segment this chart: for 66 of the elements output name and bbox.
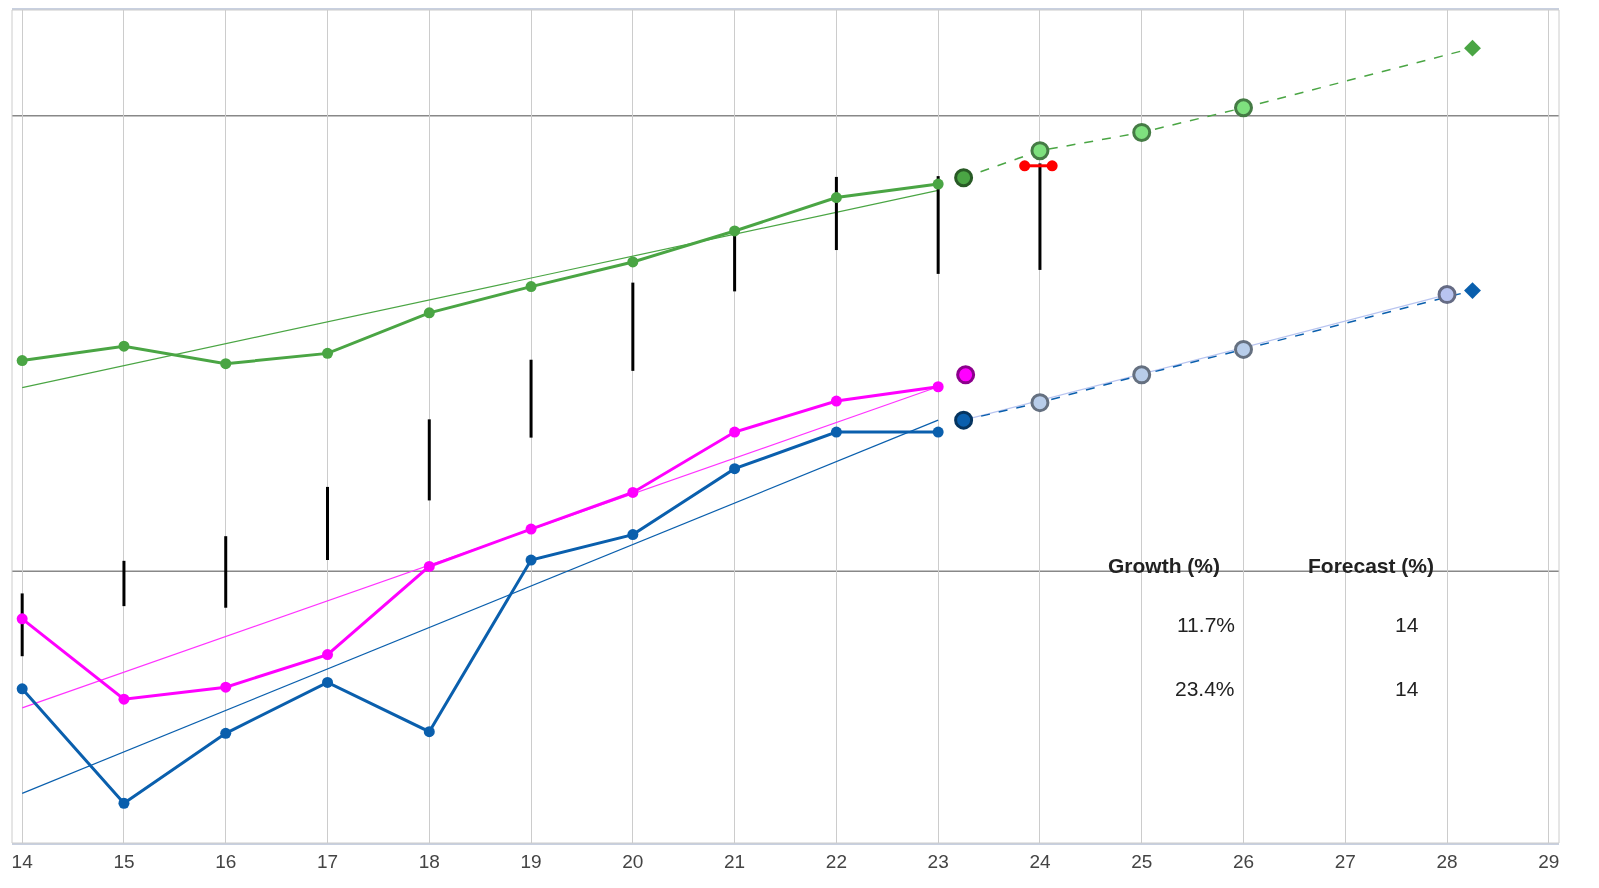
point [729,426,741,438]
point [1030,141,1050,161]
x-tick-label: 23 [927,850,949,872]
x-tick-label: 26 [1232,850,1255,872]
point [16,683,28,695]
point [16,613,28,625]
x-tick-label: 14 [11,850,34,872]
point [118,693,130,705]
point [830,395,842,407]
point [954,410,974,430]
point [525,523,537,535]
annotation: Growth (%) [1108,554,1220,577]
point [423,726,435,738]
point [830,426,842,438]
point [830,192,842,204]
point [1132,365,1152,385]
x-tick-label: 18 [418,850,440,872]
point [627,256,639,268]
point [16,355,28,367]
point [220,358,232,370]
point [729,225,741,237]
point [525,281,537,293]
point [220,681,232,693]
x-tick-label: 20 [622,850,644,872]
x-tick-label: 21 [724,850,746,872]
point [322,347,334,359]
point [118,340,130,352]
point [322,676,334,688]
annotation: 11.7% [1177,613,1235,636]
x-tick-label: 15 [113,850,135,872]
annotation: 14 [1395,677,1419,700]
point [423,307,435,319]
point [1046,160,1058,172]
annotation: 14 [1395,613,1419,636]
x-tick-label: 27 [1334,850,1356,872]
point [932,426,944,438]
x-tick-label: 22 [825,850,847,872]
x-tick-label: 25 [1131,850,1153,872]
point [627,486,639,498]
point [1234,339,1253,359]
point [525,554,537,566]
point [423,560,435,572]
point [1132,122,1152,142]
point [1464,39,1481,57]
x-tick-label: 28 [1436,850,1458,872]
x-tick-label: 29 [1538,850,1560,872]
point [956,365,976,385]
point [932,381,944,393]
point [1437,285,1457,305]
annotation: 23.4% [1175,677,1235,700]
point [932,178,944,190]
point [627,529,639,541]
annotation: Forecast (%) [1308,554,1435,577]
point [118,797,130,809]
point [1030,393,1050,413]
point [729,463,741,475]
point [1234,98,1253,118]
x-tick-label: 16 [215,850,237,872]
point [1464,282,1481,300]
x-tick-label: 24 [1029,850,1051,872]
x-tick-label: 19 [520,850,542,872]
point [954,168,974,188]
point [1019,160,1031,172]
x-tick-label: 17 [316,850,339,872]
point [322,649,334,661]
point [220,727,232,739]
